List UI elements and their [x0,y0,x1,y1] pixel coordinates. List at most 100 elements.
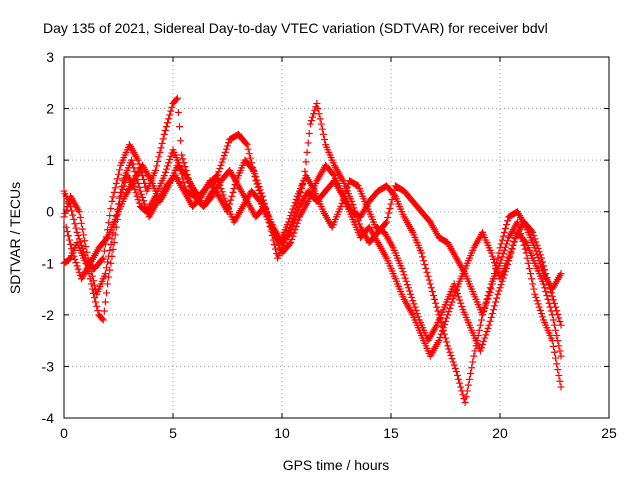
data-point-marker [134,179,142,187]
data-point-marker [497,240,505,248]
data-point-marker [555,314,563,322]
data-point-marker [540,280,548,288]
data-point-marker [546,303,554,311]
data-point-marker [165,159,173,167]
data-point-marker [525,264,533,272]
data-point-marker [292,195,300,203]
data-point-marker [294,206,302,214]
data-point-marker [243,141,251,149]
data-point-marker [289,222,297,230]
data-point-marker [161,126,169,134]
data-point-marker [288,235,296,243]
data-point-marker [532,238,540,246]
data-point-marker [222,145,230,153]
data-point-marker [537,310,545,318]
data-point-marker [343,183,351,191]
x-tick-label: 15 [383,425,399,441]
data-point-marker [337,203,345,211]
data-point-marker [481,304,489,312]
data-point-marker [500,228,508,236]
data-point-marker [75,208,83,216]
data-point-marker [115,170,122,178]
data-point-marker [453,371,461,379]
data-point-marker [555,371,563,379]
data-point-marker [140,175,148,183]
data-point-marker [557,352,565,360]
data-point-marker [425,276,433,284]
data-point-marker [160,172,168,180]
data-point-marker [242,139,250,147]
data-point-marker [451,288,459,296]
data-point-marker [225,139,233,147]
data-point-marker [438,327,446,335]
data-point-marker [424,272,432,280]
data-point-marker [458,302,466,310]
data-point-marker [487,249,495,257]
data-point-marker [407,290,415,298]
data-point-marker [270,241,278,249]
data-point-marker [537,254,545,262]
data-point-marker [249,165,257,173]
data-point-marker [111,184,119,192]
data-point-marker [131,185,139,193]
data-point-marker [118,183,126,191]
data-point-marker [402,277,410,285]
data-point-marker [529,280,537,288]
data-point-marker [533,297,541,305]
data-point-marker [60,213,68,221]
data-point-marker [446,304,454,312]
data-point-marker [165,115,173,123]
data-point-marker [99,254,107,262]
data-point-marker [389,191,397,199]
data-point-marker [410,300,418,308]
data-point-marker [351,207,359,215]
data-point-marker [309,113,317,121]
data-point-marker [531,235,539,243]
data-point-marker [254,179,262,187]
data-point-marker [107,259,115,267]
data-point-marker [158,139,166,147]
data-point-marker [547,289,555,297]
data-point-marker [452,368,460,376]
data-point-marker [443,314,451,322]
data-point-marker [494,254,502,262]
data-point-marker [546,285,554,293]
data-point-marker [291,226,299,234]
data-point-marker [293,209,301,217]
data-point-marker [106,212,114,220]
data-point-marker [544,295,552,303]
data-point-marker [100,307,108,315]
data-point-marker [497,281,505,289]
data-point-marker [457,383,465,391]
data-point-marker [244,145,252,153]
data-point-marker [92,298,100,306]
data-point-marker [448,355,456,363]
data-point-marker [218,158,226,166]
data-point-marker [287,228,295,236]
data-point-marker [553,331,561,339]
data-point-marker [476,321,484,329]
data-point-marker [412,306,420,314]
data-point-marker [524,259,532,267]
data-point-marker [554,337,562,345]
data-point-marker [498,236,506,244]
data-point-marker [293,219,301,227]
data-point-marker [354,217,362,225]
data-point-marker [301,167,309,175]
data-point-marker [535,248,543,256]
data-point-marker [485,321,493,329]
data-point-marker [256,186,264,194]
y-tick-label: 1 [46,152,54,168]
data-point-marker [67,240,75,248]
data-point-marker [72,259,80,267]
data-point-marker [422,264,430,272]
data-point-marker [355,220,363,228]
data-point-marker [437,330,445,338]
data-point-marker [65,236,73,244]
data-point-marker [557,321,565,329]
data-point-marker [421,261,429,269]
data-point-marker [399,268,407,276]
data-point-marker [289,205,297,213]
data-point-marker [418,249,426,257]
